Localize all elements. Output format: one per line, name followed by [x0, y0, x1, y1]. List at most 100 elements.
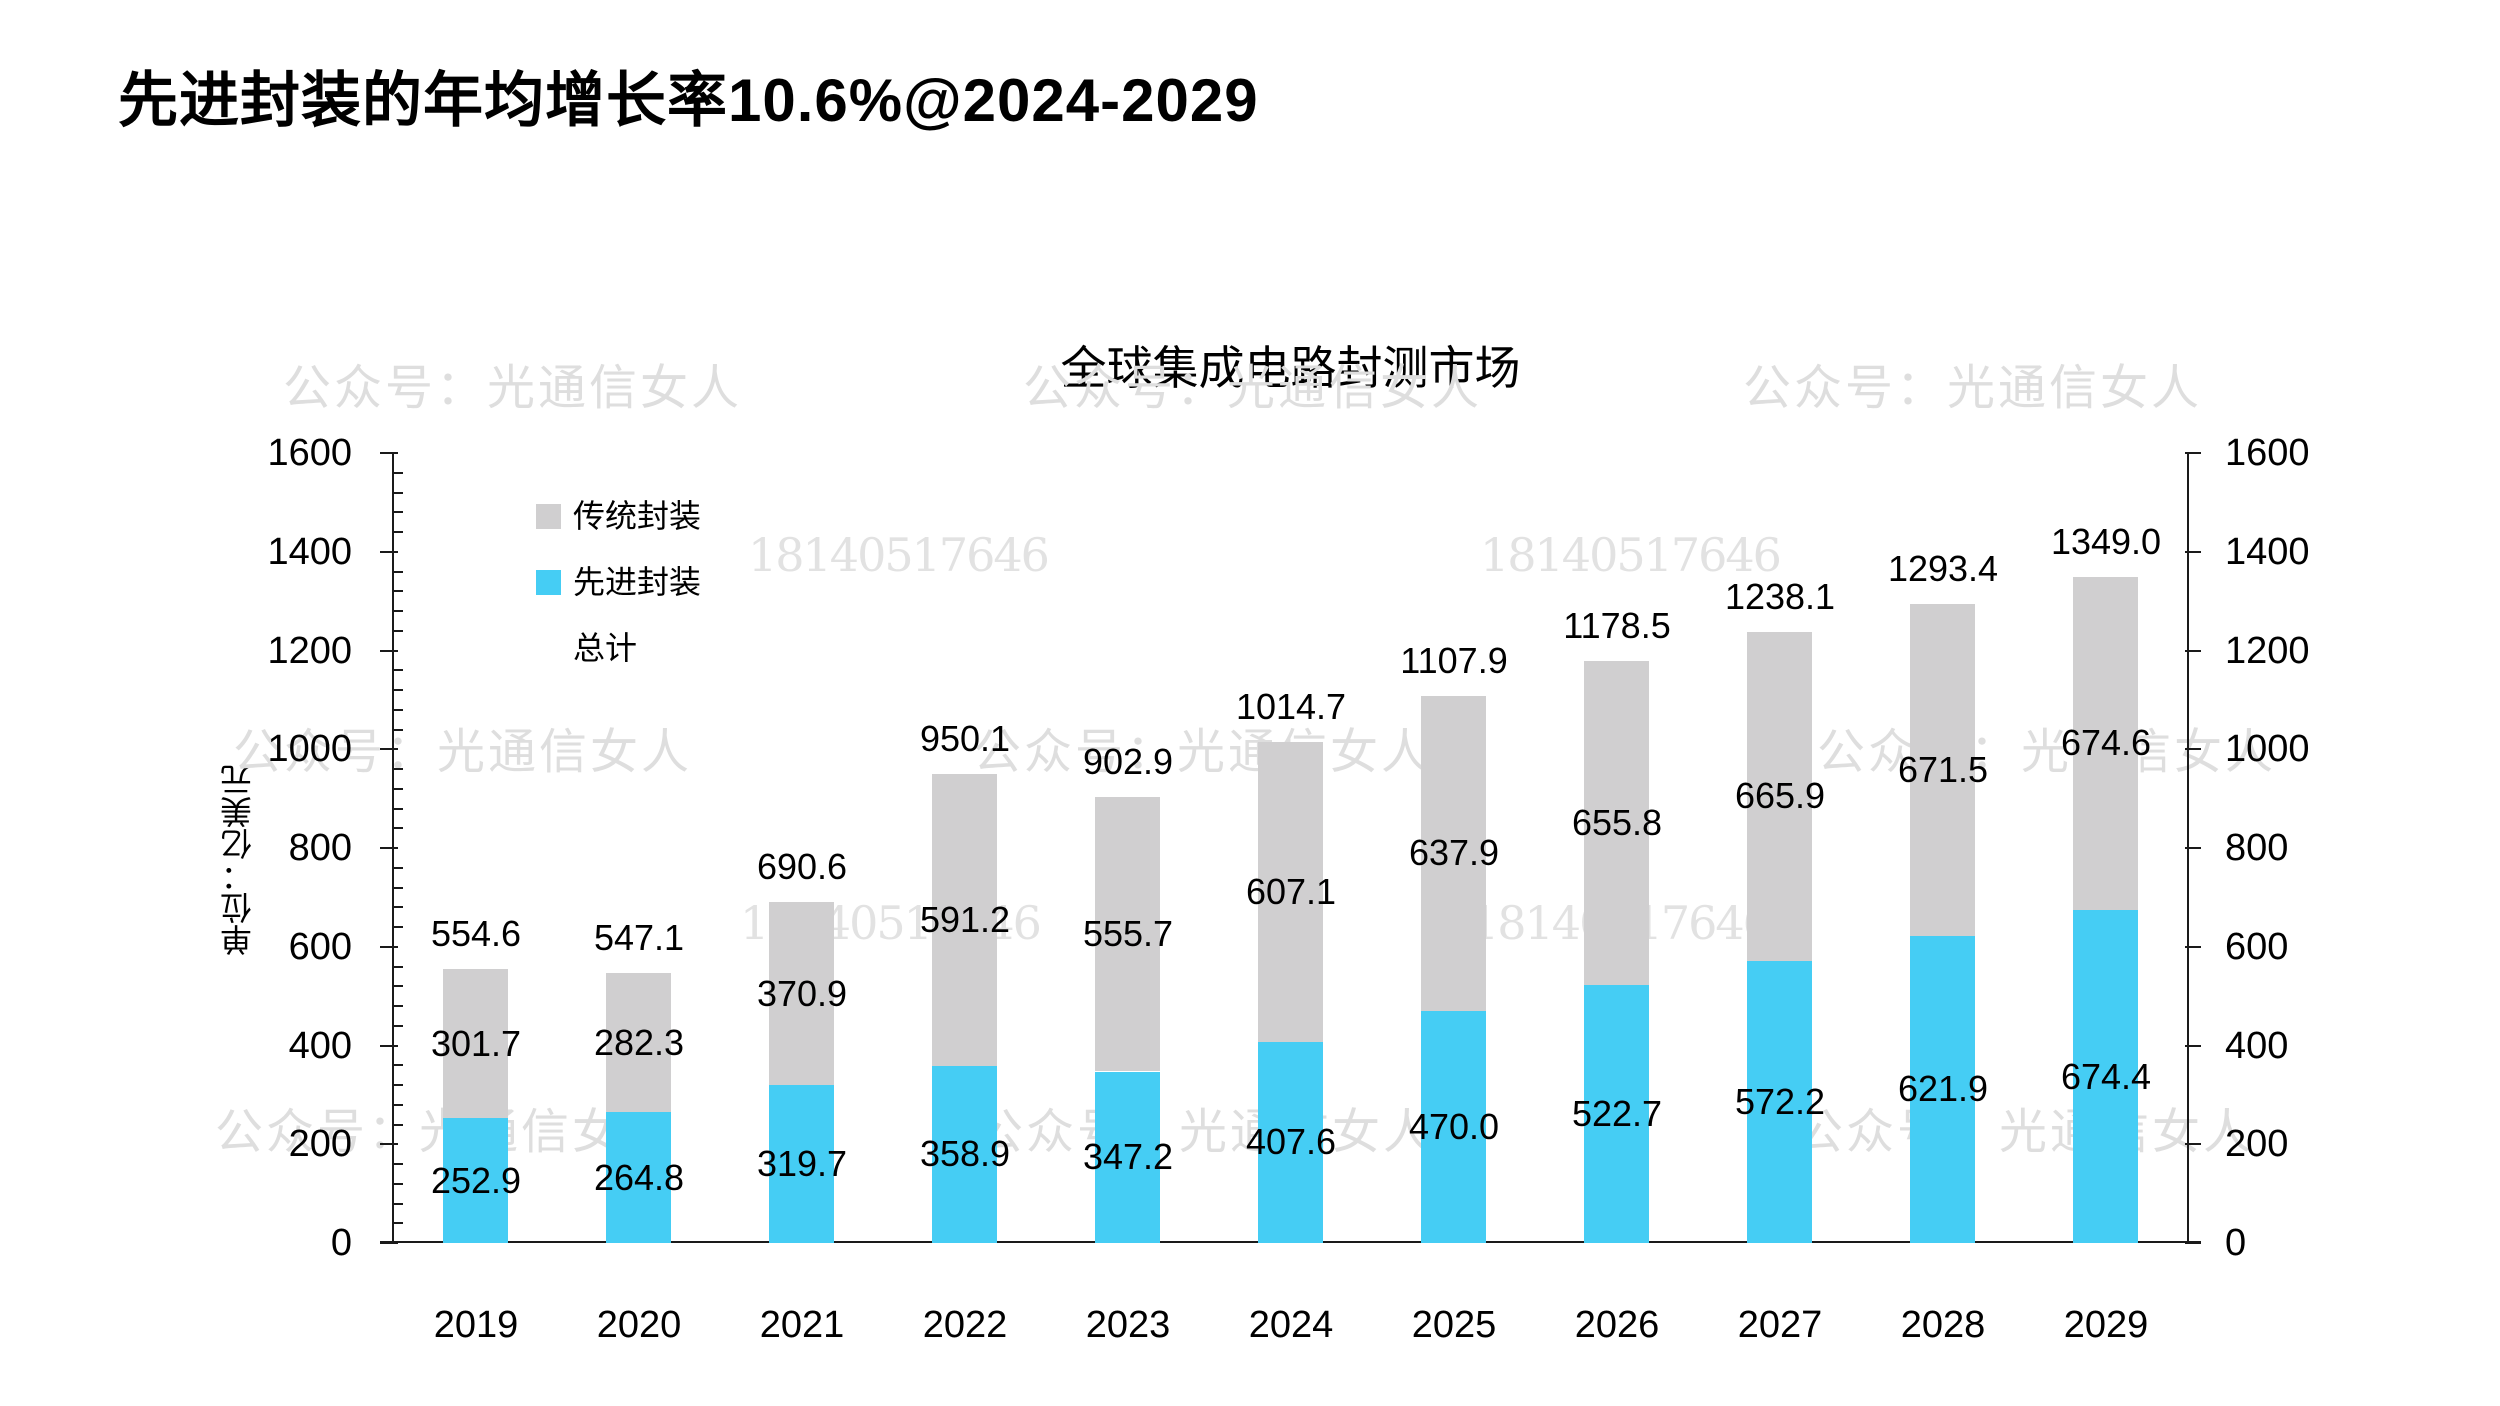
y-axis-left-tick-label: 400	[288, 1025, 352, 1067]
y-axis-left-minor-tick	[394, 1104, 403, 1106]
y-axis-right-tick-label: 1000	[2225, 728, 2310, 770]
y-axis-left-tick-label: 1400	[267, 531, 352, 573]
y-axis-left-tick-label: 1200	[267, 630, 352, 672]
y-axis-left-tick-label: 600	[288, 926, 352, 968]
bar-advanced-2021	[769, 1085, 834, 1243]
bar-traditional-2020	[606, 973, 671, 1112]
y-axis-left-tick-label: 1600	[267, 432, 352, 474]
label-total-2024: 1014.7	[1235, 686, 1347, 727]
chart-legend: 传统封装 先进封装 总计	[536, 498, 701, 696]
legend-marker-icon	[536, 636, 561, 661]
label-advanced-2022: 358.9	[919, 1133, 1011, 1174]
bar-traditional-2024	[1258, 742, 1323, 1042]
bar-advanced-2024	[1258, 1042, 1323, 1243]
y-axis-right-major-tick	[2185, 1143, 2201, 1145]
legend-item-total: 总计	[536, 630, 701, 666]
label-advanced-2020: 264.8	[593, 1157, 685, 1198]
y-axis-left-minor-tick	[394, 1163, 403, 1165]
y-axis-left-minor-tick	[394, 966, 403, 968]
watermark-phone-number: 18140517646	[1480, 528, 1782, 582]
x-axis-label-2027: 2027	[1737, 1304, 1823, 1346]
bar-advanced-2020	[606, 1112, 671, 1243]
y-axis-left-minor-tick	[394, 906, 403, 908]
label-total-2021: 690.6	[756, 846, 848, 887]
y-axis-left-major-tick	[380, 946, 398, 948]
y-axis-left-major-tick	[380, 1045, 398, 1047]
x-axis-label-2024: 2024	[1248, 1304, 1334, 1346]
y-axis-left-minor-tick	[394, 788, 403, 790]
y-axis-left-major-tick	[380, 847, 398, 849]
bar-traditional-2023	[1095, 797, 1160, 1071]
y-axis-left-minor-tick	[394, 1005, 403, 1007]
y-axis-left-major-tick	[380, 551, 398, 553]
y-axis-left-minor-tick	[394, 985, 403, 987]
x-axis-label-2025: 2025	[1411, 1304, 1497, 1346]
label-advanced-2024: 407.6	[1245, 1121, 1337, 1162]
y-axis-left-minor-tick	[394, 768, 403, 770]
y-axis-left-minor-tick	[394, 472, 403, 474]
y-axis-left-major-tick	[380, 650, 398, 652]
label-traditional-2027: 665.9	[1734, 775, 1826, 816]
y-axis-left-tick-label: 0	[330, 1222, 352, 1264]
label-traditional-2021: 370.9	[756, 973, 848, 1014]
label-total-2023: 902.9	[1082, 741, 1174, 782]
x-axis-label-2020: 2020	[596, 1304, 682, 1346]
y-axis-left-minor-tick	[394, 590, 403, 592]
bar-advanced-2022	[932, 1066, 997, 1243]
y-axis-left-major-tick	[380, 1143, 398, 1145]
legend-item-traditional: 传统封装	[536, 498, 701, 534]
y-axis-left-minor-tick	[394, 689, 403, 691]
y-axis-right-tick-label: 800	[2225, 827, 2289, 869]
label-traditional-2024: 607.1	[1245, 871, 1337, 912]
x-axis-label-2023: 2023	[1085, 1304, 1171, 1346]
label-traditional-2029: 674.6	[2060, 722, 2152, 763]
bar-traditional-2028	[1910, 604, 1975, 936]
y-axis-left-minor-tick	[394, 1124, 403, 1126]
x-axis-label-2021: 2021	[759, 1304, 845, 1346]
y-axis-right-tick-label: 1200	[2225, 630, 2310, 672]
label-total-2029: 1349.0	[2050, 521, 2162, 562]
legend-label: 传统封装	[573, 498, 702, 534]
y-axis-right-major-tick	[2185, 1242, 2201, 1244]
label-traditional-2020: 282.3	[593, 1022, 685, 1063]
y-axis-right-major-tick	[2185, 1045, 2201, 1047]
bar-traditional-2022	[932, 774, 997, 1066]
y-axis-left-tick-label: 200	[288, 1123, 352, 1165]
label-total-2022: 950.1	[919, 718, 1011, 759]
y-axis-left-minor-tick	[394, 630, 403, 632]
page-title: 先进封装的年均增长率10.6%@2024-2029	[118, 67, 1259, 134]
x-axis-label-2022: 2022	[922, 1304, 1008, 1346]
y-axis-left-minor-tick	[394, 669, 403, 671]
y-axis-left-major-tick	[380, 748, 398, 750]
y-axis-left-minor-tick	[394, 571, 403, 573]
bar-advanced-2023	[1095, 1072, 1160, 1243]
y-axis-left-major-tick	[380, 452, 398, 454]
y-axis-left-minor-tick	[394, 827, 403, 829]
bar-advanced-2025	[1421, 1011, 1486, 1243]
bar-advanced-2027	[1747, 960, 1812, 1243]
y-axis-left-minor-tick	[394, 1203, 403, 1205]
y-axis-left-minor-tick	[394, 729, 403, 731]
y-axis-right-tick-label: 400	[2225, 1025, 2289, 1067]
bar-advanced-2028	[1910, 936, 1975, 1243]
y-axis-left-tick-label: 800	[288, 827, 352, 869]
label-advanced-2029: 674.4	[2060, 1056, 2152, 1097]
bar-advanced-2029	[2073, 910, 2138, 1243]
label-traditional-2026: 655.8	[1571, 802, 1663, 843]
y-axis-right-tick-label: 200	[2225, 1123, 2289, 1165]
y-axis-left-tick-label: 1000	[267, 728, 352, 770]
label-advanced-2023: 347.2	[1082, 1136, 1174, 1177]
label-advanced-2019: 252.9	[430, 1160, 522, 1201]
y-axis-left-minor-tick	[394, 531, 403, 533]
y-axis-right-major-tick	[2185, 946, 2201, 948]
label-total-2025: 1107.9	[1400, 640, 1508, 681]
x-axis-label-2026: 2026	[1574, 1304, 1660, 1346]
label-traditional-2023: 555.7	[1082, 913, 1174, 954]
label-advanced-2021: 319.7	[756, 1143, 848, 1184]
y-axis-right-tick-label: 600	[2225, 926, 2289, 968]
y-axis-left-minor-tick	[394, 610, 403, 612]
y-axis-left-minor-tick	[394, 926, 403, 928]
y-axis-left-minor-tick	[394, 709, 403, 711]
y-axis-left-minor-tick	[394, 1064, 403, 1066]
